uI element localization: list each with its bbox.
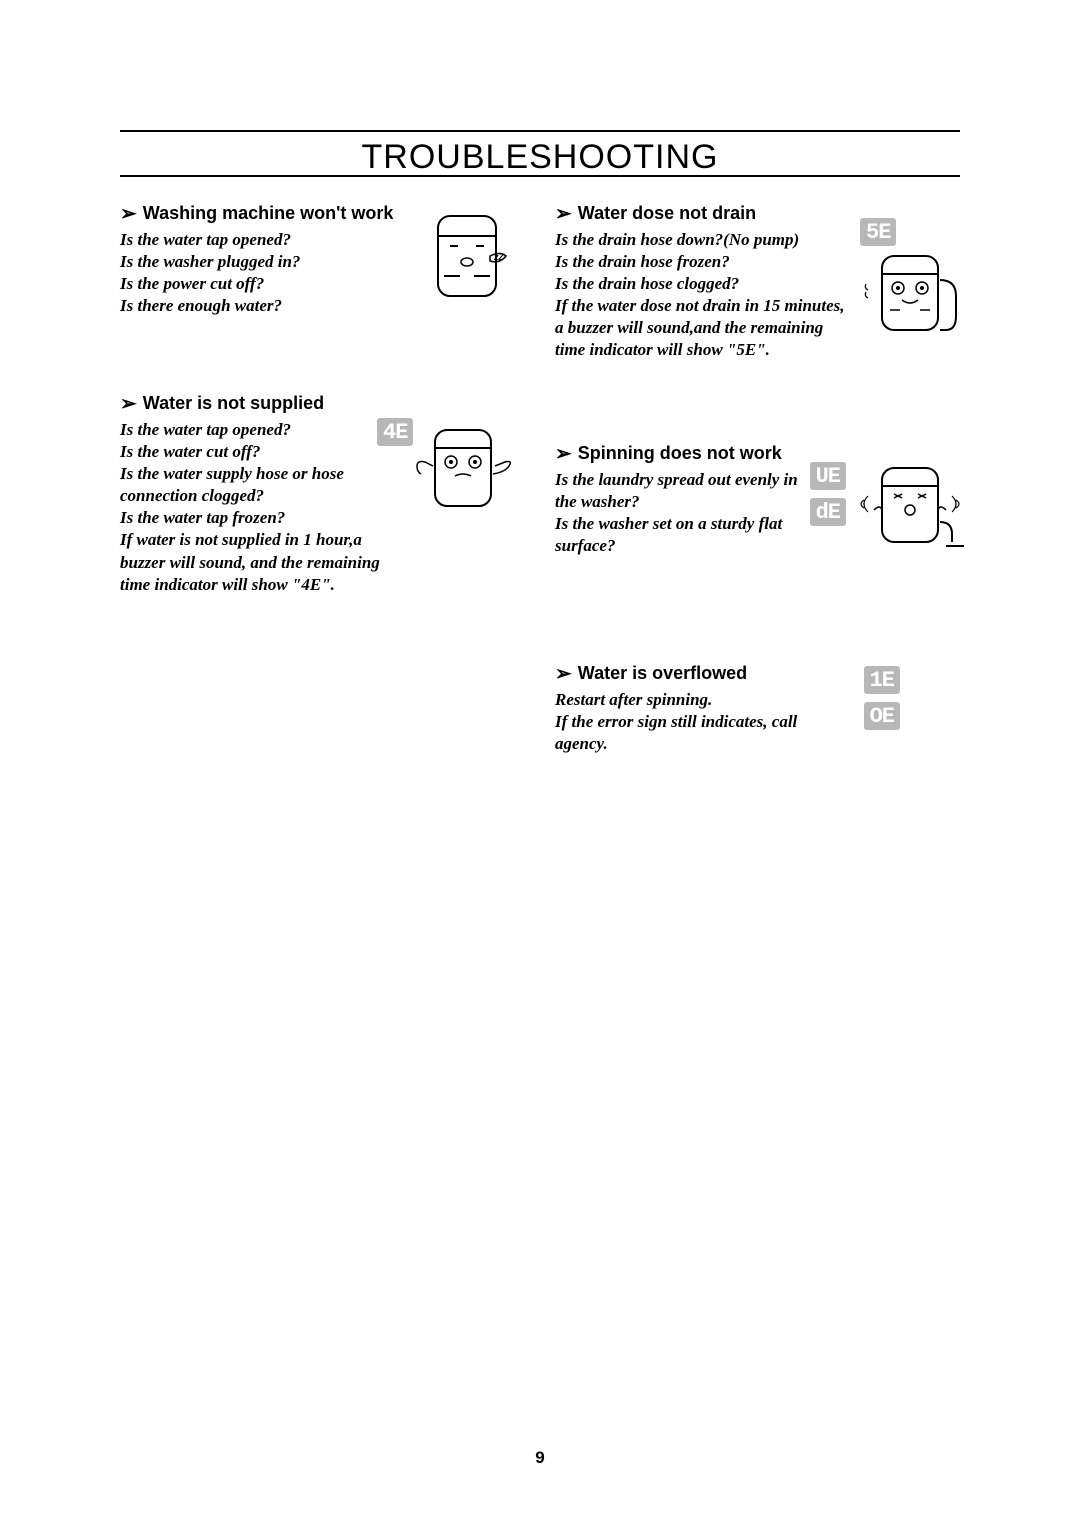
- error-code-badge: UE: [810, 462, 846, 490]
- manual-page: TROUBLESHOOTING Washing machine won't wo…: [0, 0, 1080, 1528]
- illustration-ue-de: UE dE: [810, 462, 972, 552]
- body-text: Is the drain hose down?(No pump) Is the …: [555, 229, 855, 362]
- illustration-5e: 5E: [860, 218, 970, 340]
- body-text: Restart after spinning. If the error sig…: [555, 689, 815, 755]
- top-rule: [120, 130, 960, 132]
- body-text: Is the water tap opened? Is the water cu…: [120, 419, 400, 596]
- body-text: Is the laundry spread out evenly in the …: [555, 469, 805, 557]
- section-spinning: Spinning does not work Is the laundry sp…: [555, 440, 960, 590]
- section-overflowed: Water is overflowed Restart after spinni…: [555, 660, 960, 780]
- error-code-badge: 1E: [864, 666, 900, 694]
- page-number: 9: [0, 1448, 1080, 1468]
- section-water-not-supplied: Water is not supplied Is the water tap o…: [120, 390, 525, 610]
- illustration-1e-oe: 1E OE: [864, 666, 900, 734]
- page-title: TROUBLESHOOTING: [0, 138, 1080, 177]
- bottom-rule: [120, 175, 960, 177]
- error-code-badge: 4E: [377, 418, 413, 446]
- left-column: Washing machine won't work Is the water …: [120, 200, 525, 820]
- illustration-4e: 4E: [377, 418, 535, 517]
- error-code-badge: 5E: [860, 218, 896, 246]
- section-not-drain: Water dose not drain Is the drain hose d…: [555, 200, 960, 390]
- heading: Water is not supplied: [120, 390, 525, 415]
- body-text: Is the water tap opened? Is the washer p…: [120, 229, 400, 317]
- svg-text:zZ: zZ: [493, 252, 505, 262]
- error-code-badge: OE: [864, 702, 900, 730]
- section-wont-work: Washing machine won't work Is the water …: [120, 200, 525, 350]
- washer-sleeping-icon: zZ: [420, 206, 515, 306]
- error-code-badge: dE: [810, 498, 846, 526]
- right-column: Water dose not drain Is the drain hose d…: [555, 200, 960, 820]
- content-columns: Washing machine won't work Is the water …: [120, 200, 960, 820]
